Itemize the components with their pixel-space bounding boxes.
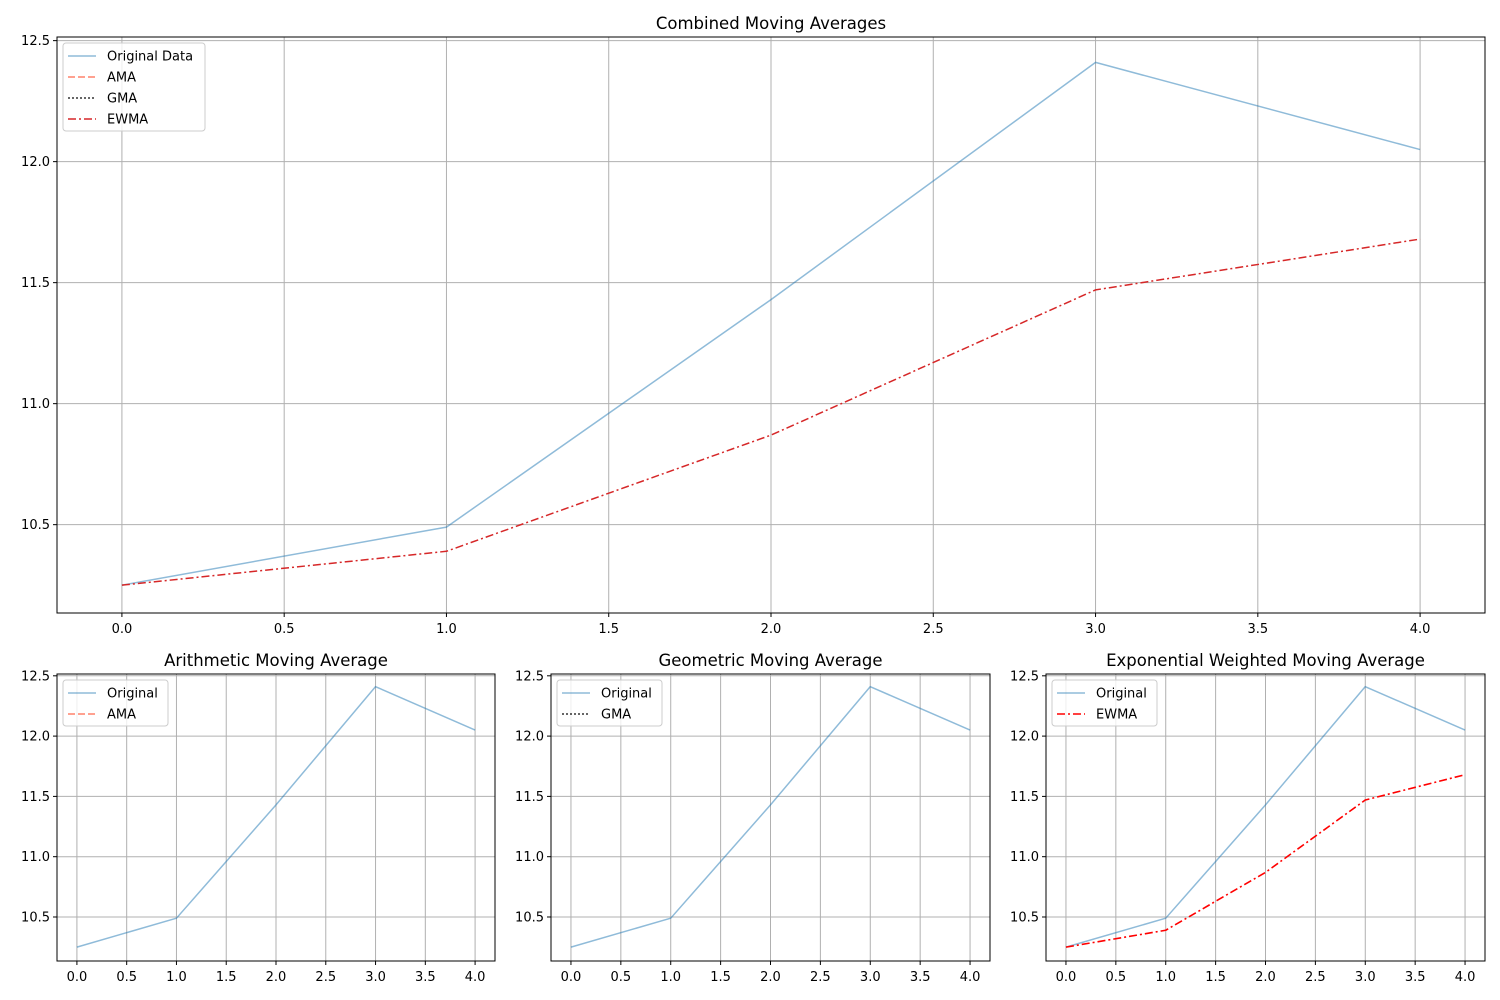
ama-x-tick-label: 1.0 <box>166 970 187 985</box>
gma-chart-title: Geometric Moving Average <box>658 651 882 670</box>
ewma-y-tick-label: 10.5 <box>1010 910 1039 925</box>
ama-legend: Original AMA <box>62 679 169 727</box>
ewma-x-tick-label: 3.0 <box>1355 970 1376 985</box>
gma-axes: 0.0 0.5 1.0 1.5 2.0 2.5 3.0 3.5 4.0 10.5 11.0 11.5 1… <box>515 651 991 985</box>
ewma-series-original-line <box>1065 685 1466 948</box>
gma-legend: Original GMA <box>556 679 663 727</box>
ewma-legend-label: EWMA <box>1096 708 1137 723</box>
ama-y-tick-label: 12.5 <box>21 669 50 684</box>
ama-x-tick-label: 1.5 <box>216 970 237 985</box>
ama-x-tick-label: 0.5 <box>116 970 137 985</box>
combined-axes: 0.0 0.5 1.0 1.5 2.0 2.5 3.0 3.5 4.0 10.5 11.0 11.5 1… <box>21 14 1486 637</box>
combined-x-tick-label: 3.5 <box>1247 622 1268 637</box>
gma-x-tick-label: 2.5 <box>810 970 831 985</box>
gma-y-tick-label: 12.0 <box>515 730 544 745</box>
gma-x-tick-label: 4.0 <box>960 970 981 985</box>
ewma-x-tick-label: 1.5 <box>1205 970 1226 985</box>
combined-x-tick-label: 0.0 <box>112 622 133 637</box>
combined-legend-label: AMA <box>107 71 136 86</box>
ewma-chart-title: Exponential Weighted Moving Average <box>1106 651 1425 670</box>
ama-y-tick-label: 11.5 <box>21 790 50 805</box>
gma-plot-frame <box>550 673 991 962</box>
ewma-axes: 0.0 0.5 1.0 1.5 2.0 2.5 3.0 3.5 4.0 10.5 11.0 11.5 1… <box>1010 651 1486 985</box>
ama-legend-label: Original <box>107 687 158 702</box>
ewma-x-tick-label: 1.0 <box>1155 970 1176 985</box>
ama-legend-label: AMA <box>107 708 136 723</box>
ama-x-tick-label: 2.0 <box>266 970 287 985</box>
gma-x-tick-label: 0.0 <box>561 970 582 985</box>
ama-x-tick-label: 4.0 <box>465 970 486 985</box>
gma-legend-label: GMA <box>601 708 631 723</box>
gma-y-tick-label: 11.0 <box>515 850 544 865</box>
ama-x-tick-label: 3.5 <box>415 970 436 985</box>
ewma-x-tick-label: 2.0 <box>1255 970 1276 985</box>
ewma-x-tick-label: 0.5 <box>1105 970 1126 985</box>
ama-chart-title: Arithmetic Moving Average <box>164 651 388 670</box>
gma-legend-label: Original <box>601 687 652 702</box>
ama-y-tick-label: 10.5 <box>21 910 50 925</box>
ewma-x-tick-label: 2.5 <box>1305 970 1326 985</box>
gma-x-tick-label: 0.5 <box>610 970 631 985</box>
ewma-series-ewma-line <box>1065 773 1466 948</box>
combined-x-tick-label: 4.0 <box>1410 622 1431 637</box>
gma-x-tick-label: 1.0 <box>660 970 681 985</box>
combined-legend-label: EWMA <box>107 113 148 128</box>
gma-x-tick-label: 3.5 <box>910 970 931 985</box>
ewma-legend-label: Original <box>1096 687 1147 702</box>
combined-chart-title: Combined Moving Averages <box>656 14 886 33</box>
gma-series-original-line <box>570 685 971 948</box>
combined-y-tick-label: 10.5 <box>21 518 50 533</box>
ama-y-tick-label: 11.0 <box>21 850 50 865</box>
gma-x-tick-label: 1.5 <box>710 970 731 985</box>
ewma-y-tick-label: 12.0 <box>1010 730 1039 745</box>
combined-x-tick-label: 1.0 <box>436 622 457 637</box>
gma-y-tick-label: 11.5 <box>515 790 544 805</box>
ama-x-tick-label: 3.0 <box>365 970 386 985</box>
ama-x-tick-label: 0.0 <box>67 970 88 985</box>
combined-y-tick-label: 12.5 <box>21 34 50 49</box>
ewma-y-tick-label: 11.5 <box>1010 790 1039 805</box>
gma-y-tick-label: 12.5 <box>515 669 544 684</box>
ewma-legend: Original EWMA <box>1051 679 1158 727</box>
combined-x-tick-label: 0.5 <box>274 622 295 637</box>
combined-series-original-data-line <box>121 61 1421 586</box>
ama-axes: 0.0 0.5 1.0 1.5 2.0 2.5 3.0 3.5 4.0 10.5 11.0 11.5 1… <box>21 651 496 985</box>
combined-y-tick-label: 11.5 <box>21 276 50 291</box>
combined-legend-box <box>62 42 206 132</box>
axes-root: 0.0 0.5 1.0 1.5 2.0 2.5 3.0 3.5 4.0 10.5 11.0 11.5 1… <box>21 14 1486 985</box>
ama-series-original-line <box>76 685 476 948</box>
combined-x-tick-label: 3.0 <box>1085 622 1106 637</box>
ewma-plot-frame <box>1045 673 1486 962</box>
combined-x-tick-label: 2.5 <box>923 622 944 637</box>
combined-series-ewma-line <box>121 238 1421 586</box>
combined-y-tick-label: 11.0 <box>21 397 50 412</box>
ama-y-tick-label: 12.0 <box>21 730 50 745</box>
gma-x-tick-label: 2.0 <box>760 970 781 985</box>
ewma-y-tick-label: 11.0 <box>1010 850 1039 865</box>
combined-plot-frame <box>56 36 1486 614</box>
ewma-x-tick-label: 3.5 <box>1405 970 1426 985</box>
combined-legend: Original Data AMA GMA EWMA <box>62 42 206 132</box>
combined-legend-label: GMA <box>107 92 137 107</box>
ama-plot-frame <box>56 673 496 962</box>
combined-legend-label: Original Data <box>107 50 193 65</box>
gma-y-tick-label: 10.5 <box>515 910 544 925</box>
ewma-x-tick-label: 0.0 <box>1056 970 1077 985</box>
ama-x-tick-label: 2.5 <box>315 970 336 985</box>
ewma-x-tick-label: 4.0 <box>1455 970 1476 985</box>
combined-x-tick-label: 1.5 <box>598 622 619 637</box>
ewma-y-tick-label: 12.5 <box>1010 669 1039 684</box>
combined-y-tick-label: 12.0 <box>21 155 50 170</box>
gma-x-tick-label: 3.0 <box>860 970 881 985</box>
combined-x-tick-label: 2.0 <box>761 622 782 637</box>
